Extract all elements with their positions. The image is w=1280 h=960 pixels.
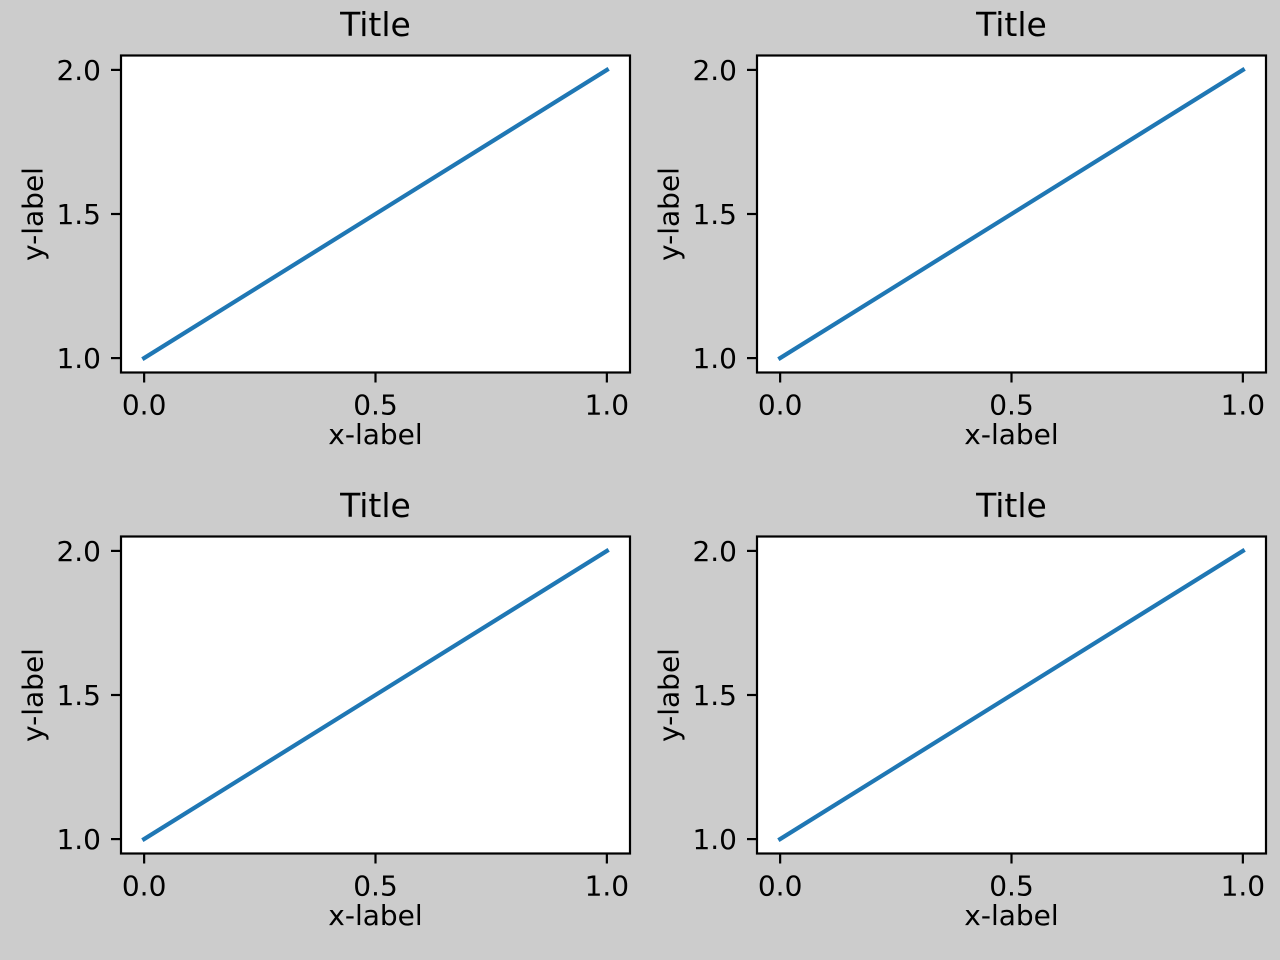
y-tick-label: 2.0 bbox=[56, 54, 101, 87]
data-line bbox=[777, 67, 1246, 361]
y-tick-label: 1.5 bbox=[692, 198, 737, 231]
plot-area: 0.0 0.5 1.0 1.0 1.5 2.0 bbox=[56, 54, 632, 422]
x-tick-label: 1.0 bbox=[585, 389, 630, 422]
plot-area: 0.0 0.5 1.0 1.0 1.5 2.0 bbox=[56, 535, 632, 903]
y-tick-label: 2.0 bbox=[692, 535, 737, 568]
data-line bbox=[141, 548, 610, 842]
subplot-bottom-right: Title y-label 0.0 0.5 1.0 1.0 1.5 2.0 x-label bbox=[636, 481, 1280, 960]
y-tick-label: 1.5 bbox=[56, 679, 101, 712]
data-line bbox=[777, 548, 1246, 842]
x-tick-label: 0.0 bbox=[122, 870, 167, 903]
y-tick-label: 1.0 bbox=[692, 342, 737, 375]
y-tick-label: 1.0 bbox=[56, 823, 101, 856]
y-tick-label: 2.0 bbox=[56, 535, 101, 568]
x-tick-label: 0.5 bbox=[353, 389, 398, 422]
x-tick-label: 0.5 bbox=[989, 870, 1034, 903]
x-axis-label: x-label bbox=[328, 899, 423, 932]
y-tick-label: 1.5 bbox=[692, 679, 737, 712]
y-tick-label: 1.0 bbox=[692, 823, 737, 856]
x-tick-label: 1.0 bbox=[1221, 870, 1266, 903]
plot-title: Title bbox=[340, 486, 411, 525]
y-tick-label: 2.0 bbox=[692, 54, 737, 87]
x-tick-label: 0.0 bbox=[758, 389, 803, 422]
x-tick-label: 0.0 bbox=[122, 389, 167, 422]
subplot-top-right: Title y-label 0.0 0.5 1.0 1.0 1.5 2.0 x-label bbox=[636, 0, 1280, 480]
x-axis-label: x-label bbox=[964, 899, 1059, 932]
plot-title: Title bbox=[976, 5, 1047, 44]
y-tick-label: 1.0 bbox=[56, 342, 101, 375]
x-axis-label: x-label bbox=[964, 418, 1059, 451]
plot-area: 0.0 0.5 1.0 1.0 1.5 2.0 bbox=[692, 54, 1268, 422]
data-line bbox=[141, 67, 610, 361]
x-tick-label: 0.5 bbox=[353, 870, 398, 903]
subplot-top-left: Title y-label 0.0 0.5 1.0 1.0 1.5 2.0 x-label bbox=[0, 0, 644, 480]
x-tick-label: 0.0 bbox=[758, 870, 803, 903]
plot-title: Title bbox=[340, 5, 411, 44]
x-tick-label: 0.5 bbox=[989, 389, 1034, 422]
subplot-bottom-left: Title y-label 0.0 0.5 1.0 1.0 1.5 2.0 x-label bbox=[0, 481, 644, 960]
x-tick-label: 1.0 bbox=[1221, 389, 1266, 422]
y-tick-label: 1.5 bbox=[56, 198, 101, 231]
plot-title: Title bbox=[976, 486, 1047, 525]
x-tick-label: 1.0 bbox=[585, 870, 630, 903]
plot-area: 0.0 0.5 1.0 1.0 1.5 2.0 bbox=[692, 535, 1268, 903]
x-axis-label: x-label bbox=[328, 418, 423, 451]
